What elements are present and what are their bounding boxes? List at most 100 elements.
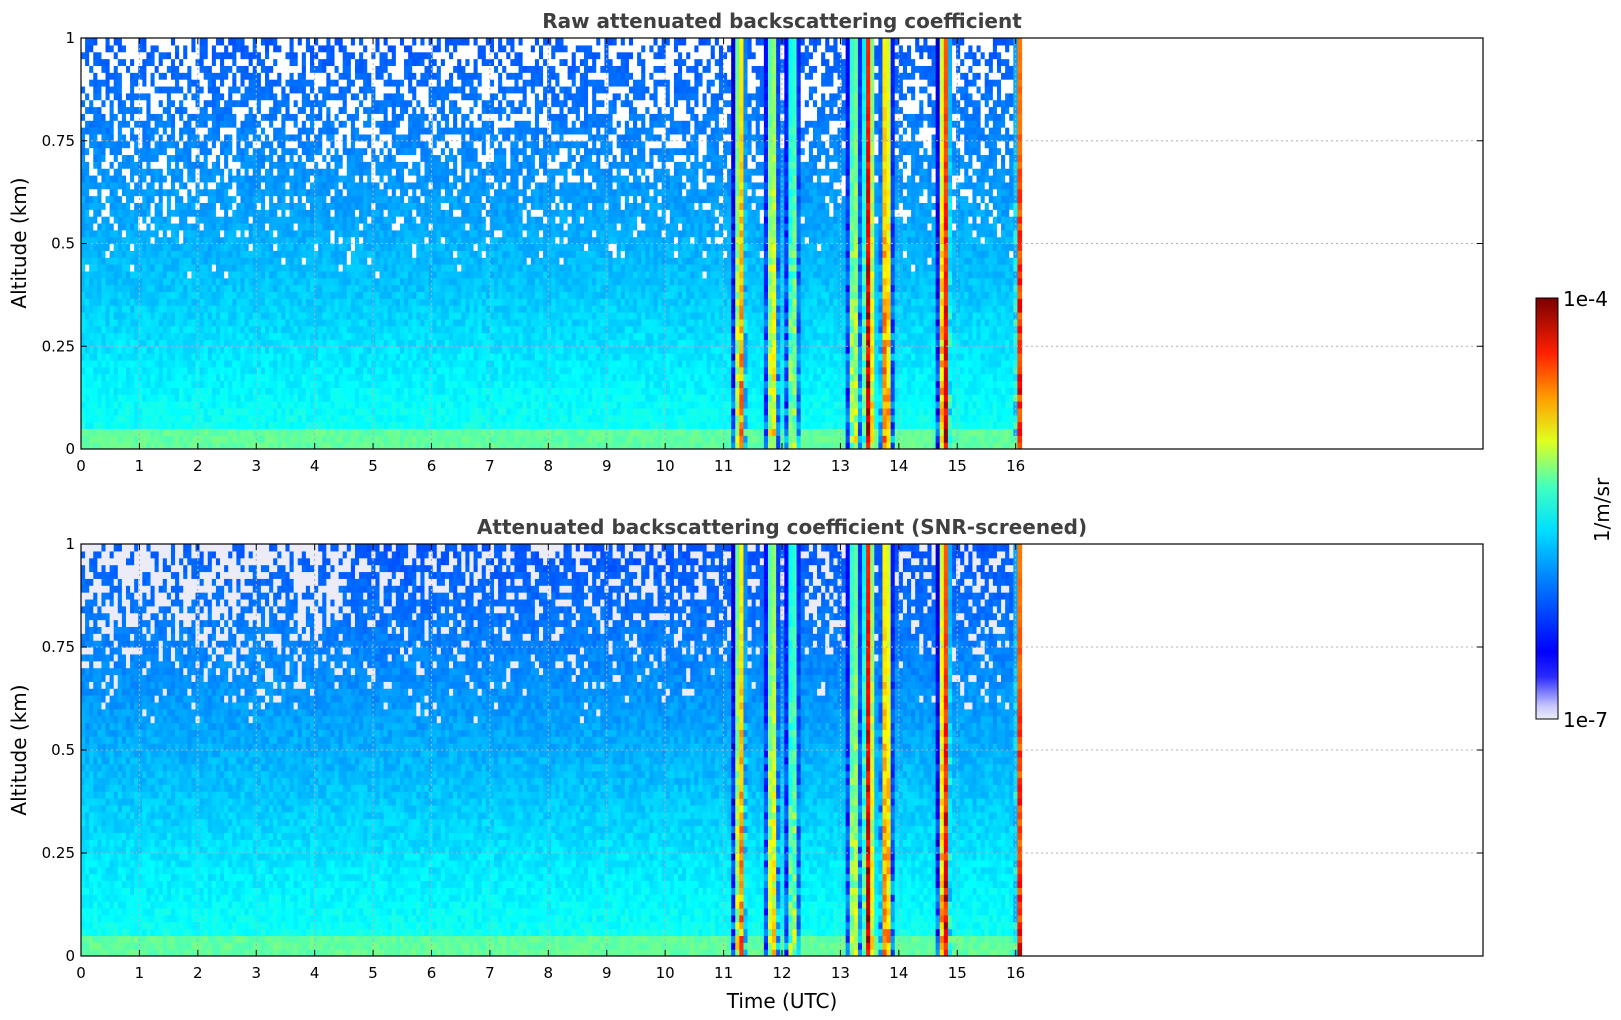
heatmap-cell [395,243,401,251]
heatmap-cell [371,209,377,217]
heatmap-cell [170,92,176,101]
heatmap-cell [293,65,299,73]
heatmap-cell [334,113,340,121]
heatmap-cell [256,359,262,368]
heatmap-cell [179,195,184,203]
heatmap-cell [105,332,111,340]
heatmap-cell [125,346,131,354]
heatmap-cell [404,325,409,334]
heatmap-cell [260,127,266,135]
heatmap-cell [314,332,319,340]
heatmap-cell [187,85,193,94]
heatmap-cell [350,72,356,80]
heatmap-cell [314,401,319,409]
heatmap-cell [297,257,303,265]
heatmap-cell [179,188,184,197]
heatmap-cell [93,202,98,210]
heatmap-cell [166,65,172,73]
heatmap-cell [326,161,332,169]
heatmap-cell [89,113,94,121]
heatmap-cell [293,106,299,114]
heatmap-cell [354,168,360,176]
heatmap-cell [375,127,381,135]
heatmap-cell [81,332,86,340]
heatmap-cell [117,421,123,430]
heatmap-cell [93,92,98,101]
heatmap-cell [175,346,180,354]
heatmap-cell [215,65,221,73]
heatmap-cell [379,325,385,334]
heatmap-cell [232,133,237,142]
heatmap-cell [89,325,94,334]
heatmap-cell [371,202,377,210]
heatmap-cell [342,270,348,279]
heatmap-cell [130,202,135,210]
heatmap-cell [162,38,168,46]
heatmap-cell [314,44,319,53]
heatmap-cell [130,243,135,251]
heatmap-cell [121,106,127,114]
heatmap-cell [256,113,262,121]
heatmap-cell [322,387,327,395]
heatmap-cell [125,407,131,416]
heatmap-cell [183,428,188,436]
heatmap-cell [162,113,168,121]
heatmap-cell [179,44,184,53]
heatmap-cell [183,168,188,176]
heatmap-cell [342,72,348,80]
heatmap-cell [322,229,327,238]
heatmap-cell [191,120,197,128]
heatmap-cell [265,414,270,423]
heatmap-cell [199,394,205,402]
heatmap-cell [309,72,315,80]
heatmap-cell [269,216,274,224]
heatmap-cell [273,229,278,238]
heatmap-cell [228,442,233,449]
heatmap-cell [166,168,172,176]
heatmap-cell [130,325,135,334]
heatmap-cell [256,85,262,94]
heatmap-cell [97,428,103,436]
heatmap-cell [236,387,242,395]
heatmap-cell [375,72,381,80]
heatmap-cell [101,175,107,183]
heatmap-cell [175,298,180,306]
heatmap-cell [256,195,262,203]
heatmap-cell [244,229,250,238]
heatmap-cell [265,387,270,395]
heatmap-cell [363,346,368,354]
heatmap-cell [395,79,401,87]
heatmap-cell [350,435,356,443]
heatmap-cell [318,325,323,334]
heatmap-cell [101,380,107,388]
heatmap-cell [85,161,90,169]
heatmap-cell [301,401,307,409]
heatmap-cell [113,298,119,306]
heatmap-cell [117,428,123,436]
heatmap-cell [273,140,278,149]
heatmap-cell [215,325,221,334]
heatmap-cell [105,428,111,436]
heatmap-cell [318,44,323,53]
heatmap-cell [379,65,385,73]
heatmap-cell [142,236,148,245]
heatmap-cell [334,99,340,108]
heatmap-cell [412,373,417,382]
heatmap-cell [269,373,274,382]
heatmap-cell [281,236,287,245]
heatmap-cell [158,298,164,306]
heatmap-cell [379,428,385,436]
heatmap-cell [387,209,393,217]
heatmap-cell [281,366,287,375]
heatmap-cell [224,85,229,94]
heatmap-cell [371,216,377,224]
heatmap-cell [346,99,352,108]
heatmap-cell [211,305,217,313]
heatmap-cell [399,154,405,162]
heatmap-cell [334,92,340,101]
heatmap-cell [170,120,176,128]
heatmap-cell [359,359,364,368]
heatmap-cell [404,257,409,265]
heatmap-cell [121,195,127,203]
heatmap-cell [252,65,258,73]
